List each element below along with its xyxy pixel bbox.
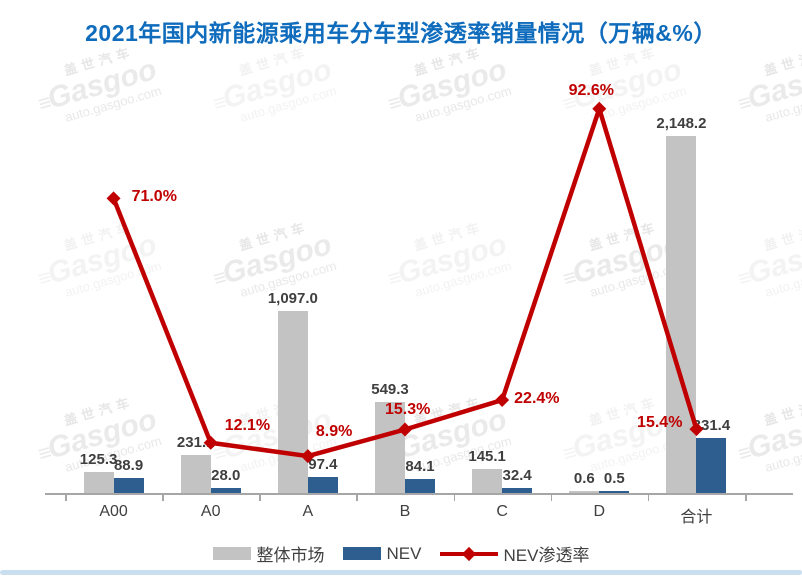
penetration-percent-label: 15.3%: [385, 400, 431, 418]
line-marker-icon: [106, 191, 121, 206]
axis-tick: [65, 493, 67, 501]
penetration-percent-label: 8.9%: [315, 423, 353, 441]
category-label: D: [593, 503, 606, 520]
nev-bar: [307, 476, 338, 493]
legend-item-market: 整体市场: [212, 541, 325, 566]
market-value-label: 1,097.0: [267, 289, 318, 307]
legend-market-label: 整体市场: [256, 546, 325, 565]
category-label: A0: [200, 503, 221, 520]
bottom-accent-bar: [0, 570, 802, 575]
legend-penetration-label: NEV渗透率: [503, 546, 590, 565]
nev-value-label: 28.0: [211, 467, 241, 485]
axis-tick: [259, 493, 261, 501]
penetration-percent-label: 71.0%: [131, 188, 177, 206]
legend-nev-label: NEV: [386, 543, 422, 563]
nev-value-label: 0.5: [603, 470, 625, 487]
category-label: C: [496, 503, 508, 520]
chart-legend: 整体市场 NEV NEV渗透率: [0, 541, 802, 566]
market-swatch-icon: [212, 547, 251, 560]
penetration-percent-label: 12.1%: [224, 416, 271, 434]
nev-bar: [210, 488, 241, 493]
legend-item-penetration: NEV渗透率: [439, 541, 590, 566]
line-marker-icon: [495, 393, 510, 408]
market-bar: [569, 491, 600, 493]
axis-tick: [647, 493, 650, 501]
penetration-percent-label: 22.4%: [514, 390, 560, 408]
nev-swatch-icon: [342, 547, 381, 560]
axis-tick: [453, 493, 456, 501]
market-bar: [666, 136, 697, 493]
chart-title: 2021年国内新能源乘用车分车型渗透率销量情况（万辆&%）: [85, 20, 717, 46]
category-label: A00: [99, 503, 128, 520]
market-bar: [180, 454, 211, 493]
axis-tick: [550, 493, 553, 501]
category-label: B: [399, 503, 411, 520]
nev-value-label: 88.9: [113, 457, 144, 475]
nev-value-label: 84.1: [405, 458, 435, 476]
market-value-label: 125.3: [79, 451, 118, 469]
penetration-percent-label: 15.4%: [637, 414, 683, 432]
market-bar: [277, 310, 308, 493]
market-bar: [83, 472, 114, 493]
category-label: A: [302, 503, 314, 520]
line-marker-icon: [203, 435, 218, 450]
market-bar: [375, 401, 405, 493]
axis-tick: [162, 493, 164, 501]
nev-bar: [502, 487, 533, 493]
line-marker-icon: [689, 422, 704, 437]
nev-bar: [696, 437, 727, 493]
line-marker-icon: [398, 422, 412, 437]
axis-tick: [745, 493, 747, 501]
axis-tick: [356, 493, 358, 501]
market-value-label: 549.3: [371, 380, 409, 398]
nev-bar: [113, 478, 144, 493]
market-value-label: 2,148.2: [656, 115, 707, 133]
market-bar: [472, 468, 503, 493]
x-axis-line: [45, 493, 793, 495]
line-marker-icon: [592, 101, 607, 116]
legend-item-nev: NEV: [342, 543, 422, 564]
nev-bar: [599, 491, 630, 493]
nev-bar: [405, 479, 435, 493]
penetration-percent-label: 92.6%: [568, 81, 614, 99]
penetration-line-swatch-icon: [439, 546, 498, 562]
market-value-label: 231.1: [176, 433, 215, 451]
line-marker-icon: [300, 449, 315, 464]
nev-value-label: 32.4: [502, 466, 532, 484]
market-value-label: 0.6: [573, 470, 595, 487]
market-value-label: 145.1: [468, 447, 506, 465]
nev-value-label: 97.4: [308, 455, 338, 473]
category-label: 合计: [680, 509, 713, 526]
